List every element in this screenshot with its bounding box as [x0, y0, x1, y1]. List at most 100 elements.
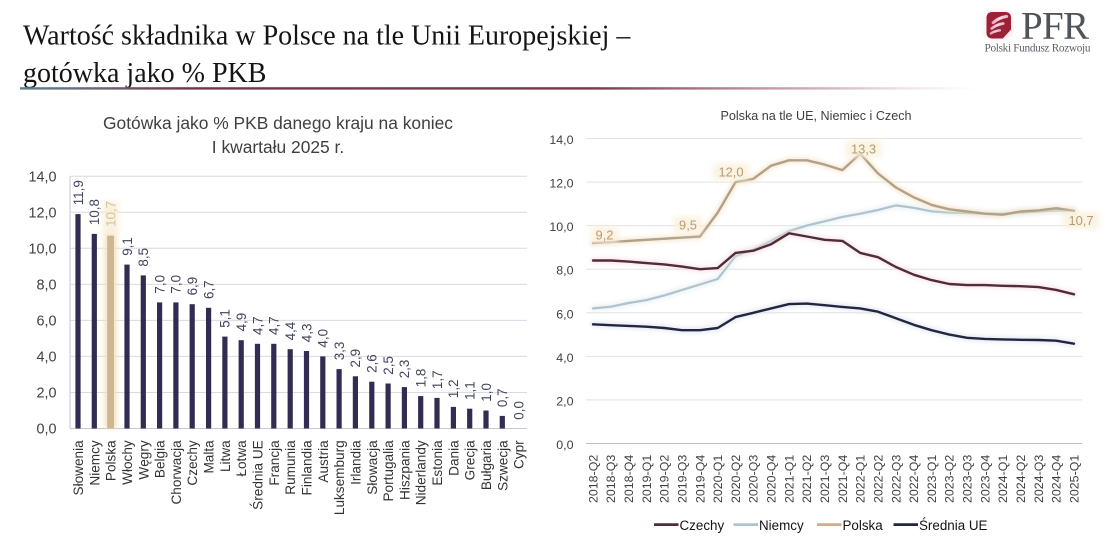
svg-text:2023-Q3: 2023-Q3	[961, 455, 975, 503]
svg-text:2023-Q2: 2023-Q2	[943, 455, 957, 503]
svg-text:2024-Q3: 2024-Q3	[1032, 455, 1046, 503]
svg-text:2021-Q3: 2021-Q3	[818, 455, 832, 503]
svg-text:2019-Q1: 2019-Q1	[640, 455, 654, 503]
svg-text:4,3: 4,3	[299, 324, 314, 343]
svg-text:2021-Q4: 2021-Q4	[836, 455, 850, 503]
svg-text:2020-Q2: 2020-Q2	[729, 455, 743, 503]
svg-text:3,3: 3,3	[332, 342, 347, 361]
svg-text:Czechy: Czechy	[185, 440, 200, 486]
svg-text:Chorwacja: Chorwacja	[169, 440, 184, 505]
svg-text:Portugalia: Portugalia	[381, 440, 396, 502]
svg-text:Szwecja: Szwecja	[495, 440, 510, 491]
svg-text:2,5: 2,5	[381, 356, 396, 375]
svg-text:0,7: 0,7	[495, 388, 510, 407]
svg-text:2018-Q3: 2018-Q3	[604, 455, 618, 503]
svg-text:7,0: 7,0	[169, 275, 184, 294]
svg-text:4,7: 4,7	[250, 316, 265, 335]
svg-text:10,7: 10,7	[1068, 213, 1093, 228]
svg-text:Francja: Francja	[267, 440, 282, 486]
svg-text:Litwa: Litwa	[218, 440, 233, 472]
svg-text:2,3: 2,3	[397, 360, 412, 379]
svg-text:14,0: 14,0	[28, 169, 56, 185]
svg-text:I kwartału 2025 r.: I kwartału 2025 r.	[212, 137, 344, 157]
svg-text:4,0: 4,0	[36, 349, 56, 365]
svg-text:Polska: Polska	[843, 518, 884, 533]
svg-text:2023-Q1: 2023-Q1	[925, 455, 939, 503]
svg-text:Finlandia: Finlandia	[300, 440, 315, 496]
svg-text:2020-Q4: 2020-Q4	[765, 455, 779, 503]
svg-text:2018-Q2: 2018-Q2	[586, 455, 600, 503]
svg-text:10,0: 10,0	[549, 220, 573, 234]
svg-text:8,0: 8,0	[556, 264, 573, 278]
svg-text:Polska: Polska	[104, 440, 119, 481]
svg-text:10,7: 10,7	[103, 201, 118, 227]
svg-text:1,8: 1,8	[414, 369, 429, 388]
svg-text:2024-Q1: 2024-Q1	[996, 455, 1010, 503]
svg-text:4,7: 4,7	[267, 316, 282, 335]
svg-text:10,0: 10,0	[28, 241, 56, 257]
svg-text:2,0: 2,0	[36, 386, 56, 402]
svg-text:Austria: Austria	[316, 440, 331, 483]
svg-text:0,0: 0,0	[556, 438, 573, 452]
svg-text:Łotwa: Łotwa	[234, 440, 249, 477]
svg-text:Niderlandy: Niderlandy	[414, 440, 429, 505]
svg-text:2,6: 2,6	[365, 354, 380, 373]
svg-text:4,4: 4,4	[283, 321, 298, 340]
svg-text:9,1: 9,1	[120, 237, 135, 256]
svg-text:2021-Q2: 2021-Q2	[800, 455, 814, 503]
svg-text:Polski Fundusz Rozwoju: Polski Fundusz Rozwoju	[985, 43, 1091, 55]
svg-text:2023-Q4: 2023-Q4	[978, 455, 992, 503]
svg-text:Belgia: Belgia	[153, 440, 168, 478]
svg-text:Czechy: Czechy	[680, 518, 725, 533]
svg-text:Włochy: Włochy	[120, 440, 135, 485]
svg-text:Gotówka jako % PKB danego kraj: Gotówka jako % PKB danego kraju na konie…	[103, 113, 453, 133]
svg-text:7,0: 7,0	[152, 275, 167, 294]
svg-text:Słowenia: Słowenia	[71, 440, 86, 496]
svg-text:10,8: 10,8	[87, 199, 102, 225]
svg-text:4,0: 4,0	[316, 329, 331, 348]
svg-text:1,7: 1,7	[430, 370, 445, 389]
svg-text:8,5: 8,5	[136, 248, 151, 267]
svg-text:5,1: 5,1	[218, 309, 233, 328]
svg-text:11,9: 11,9	[71, 180, 86, 205]
svg-text:2019-Q2: 2019-Q2	[658, 455, 672, 503]
svg-text:2020-Q1: 2020-Q1	[711, 455, 725, 503]
svg-text:Niemcy: Niemcy	[87, 440, 102, 486]
svg-text:9,5: 9,5	[679, 218, 697, 233]
svg-text:2022-Q3: 2022-Q3	[889, 455, 903, 503]
svg-text:6,7: 6,7	[201, 280, 216, 299]
svg-text:12,0: 12,0	[549, 177, 573, 191]
svg-text:Irlandia: Irlandia	[348, 440, 363, 485]
svg-text:6,0: 6,0	[36, 313, 56, 329]
svg-text:Hiszpania: Hiszpania	[397, 440, 412, 500]
svg-text:12,0: 12,0	[718, 165, 743, 180]
svg-text:2020-Q3: 2020-Q3	[747, 455, 761, 503]
svg-text:0,0: 0,0	[511, 401, 526, 420]
svg-text:2019-Q3: 2019-Q3	[676, 455, 690, 503]
svg-text:1,1: 1,1	[463, 381, 478, 400]
svg-text:Malta: Malta	[202, 440, 217, 474]
svg-text:2022-Q1: 2022-Q1	[854, 455, 868, 503]
svg-text:2022-Q4: 2022-Q4	[907, 455, 921, 503]
svg-text:Luksemburg: Luksemburg	[332, 440, 347, 515]
svg-text:6,9: 6,9	[185, 277, 200, 296]
svg-text:Średnia UE: Średnia UE	[251, 440, 266, 510]
svg-text:14,0: 14,0	[549, 133, 573, 147]
svg-text:Niemcy: Niemcy	[759, 518, 804, 533]
svg-text:2021-Q1: 2021-Q1	[782, 455, 796, 503]
svg-text:8,0: 8,0	[36, 277, 56, 293]
svg-text:2019-Q4: 2019-Q4	[693, 455, 707, 503]
svg-text:Estonia: Estonia	[430, 440, 445, 486]
svg-text:2022-Q2: 2022-Q2	[871, 455, 885, 503]
svg-text:2024-Q4: 2024-Q4	[1050, 455, 1064, 503]
svg-text:2025-Q1: 2025-Q1	[1067, 455, 1081, 503]
svg-text:Bułgaria: Bułgaria	[479, 440, 494, 490]
svg-text:PFR: PFR	[1021, 5, 1089, 48]
svg-text:Polska na tle UE, Niemiec i Cz: Polska na tle UE, Niemiec i Czech	[720, 109, 911, 123]
svg-text:4,0: 4,0	[556, 351, 573, 365]
svg-text:0,0: 0,0	[36, 422, 56, 438]
svg-text:13,3: 13,3	[851, 141, 876, 156]
svg-text:1,0: 1,0	[479, 383, 494, 402]
svg-text:12,0: 12,0	[28, 205, 56, 221]
svg-text:Dania: Dania	[446, 440, 461, 476]
